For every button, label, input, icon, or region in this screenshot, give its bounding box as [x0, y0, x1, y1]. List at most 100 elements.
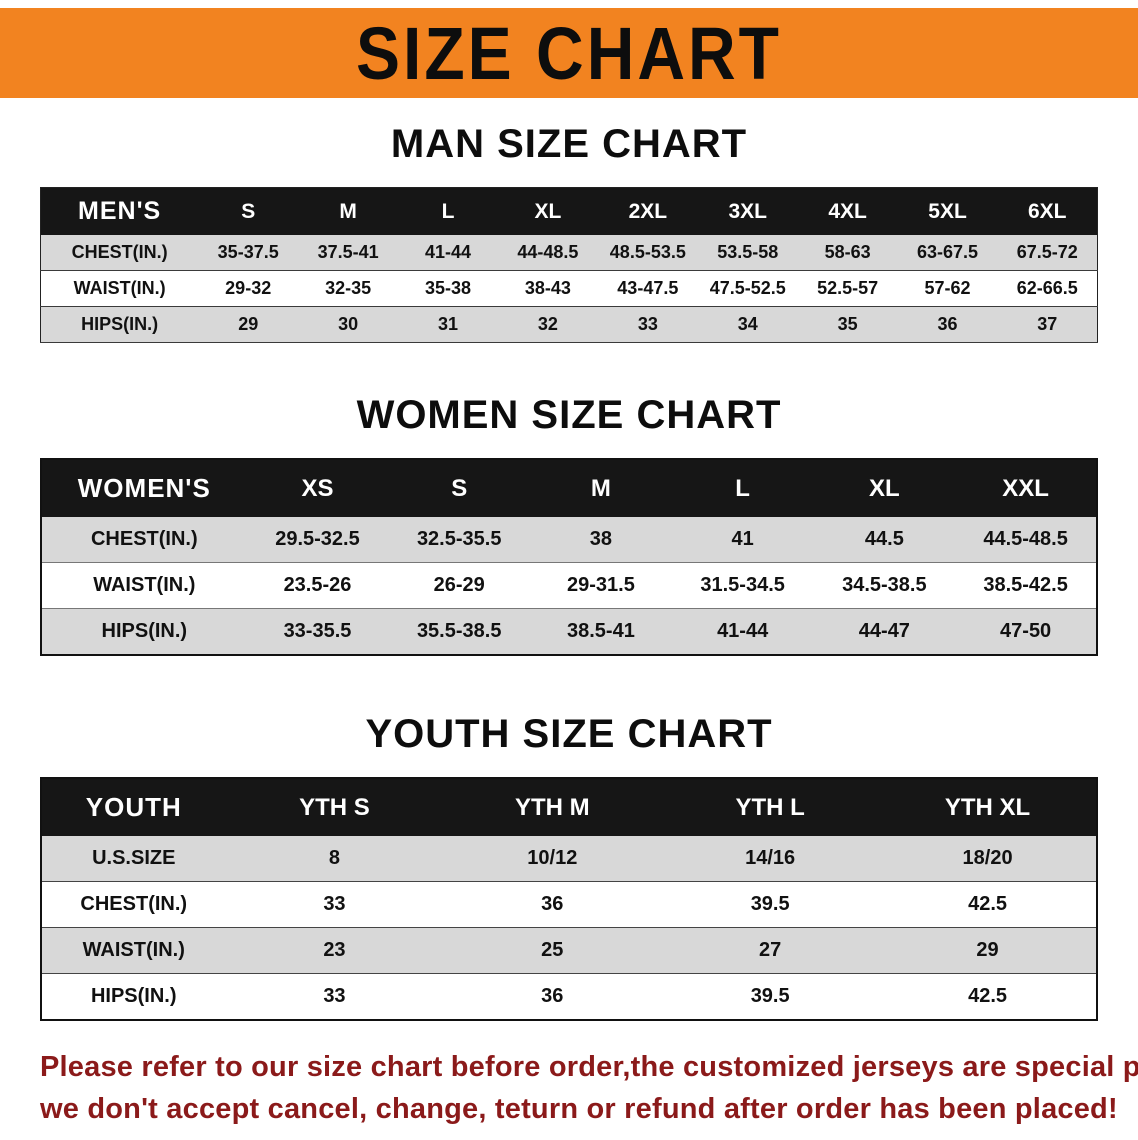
- size-value-cell: 37.5-41: [317, 242, 379, 262]
- table-category-header: WOMEN'S: [41, 459, 247, 517]
- size-value-cell: 47-50: [1000, 620, 1052, 642]
- table-row: HIPS(IN.) 33 36 39.5 42.5: [41, 973, 1097, 1020]
- size-value-cell: 32-35: [325, 278, 372, 298]
- banner: SIZE CHART: [0, 8, 1138, 98]
- table-header-row: MEN'S S M L XL 2XL 3XL 4XL 5XL 6XL: [40, 187, 1098, 235]
- size-value-cell: 62-66.5: [1016, 278, 1078, 298]
- size-value-cell: 43-47.5: [617, 278, 679, 298]
- size-column-header: 4XL: [797, 187, 898, 235]
- size-value-cell: 39.5: [750, 985, 790, 1007]
- size-column-header: YTH M: [443, 778, 662, 836]
- size-value-cell: 27: [759, 939, 782, 961]
- size-value-cell: 8: [328, 847, 340, 869]
- size-value-cell: 34.5-38.5: [842, 574, 927, 596]
- size-value-cell: 33: [323, 985, 346, 1007]
- size-value-cell: 38-43: [524, 278, 571, 298]
- size-value-cell: 38: [589, 528, 613, 550]
- size-value-cell: 29: [976, 939, 999, 961]
- table-header-row: WOMEN'S XS S M L XL XXL: [41, 459, 1097, 517]
- man-section-title: MAN SIZE CHART: [390, 122, 748, 166]
- size-column-header: 3XL: [697, 187, 798, 235]
- size-value-cell: 35.5-38.5: [416, 620, 502, 642]
- table-row: CHEST(IN.) 33 36 39.5 42.5: [41, 881, 1097, 928]
- size-value-cell: 38.5-41: [567, 620, 635, 642]
- size-chart-page: SIZE CHART MAN SIZE CHART MEN'S S M L XL 2XL 3…: [0, 8, 1138, 1126]
- size-value-cell: 36: [541, 985, 564, 1007]
- women-section-title: WOMEN SIZE CHART: [356, 393, 782, 437]
- row-label: WAIST(IN.): [82, 939, 185, 961]
- row-label: CHEST(IN.): [90, 528, 198, 550]
- size-value-cell: 52.5-57: [817, 278, 879, 298]
- size-value-cell: 33: [637, 314, 658, 334]
- row-label: U.S.SIZE: [92, 847, 176, 869]
- table-row: CHEST(IN.) 35-37.5 37.5-41 41-44 44-48.5 48.5…: [40, 235, 1098, 271]
- size-column-header: XL: [813, 459, 956, 517]
- women-size-chart-section: WOMEN SIZE CHART WOMEN'S XS S M L XL XXL CHEST(…: [0, 393, 1138, 656]
- size-value-cell: 39.5: [750, 893, 790, 915]
- size-value-cell: 47.5-52.5: [709, 278, 786, 298]
- size-value-cell: 33-35.5: [283, 620, 352, 642]
- row-label: CHEST(IN.): [71, 242, 168, 262]
- table-row: HIPS(IN.) 29 30 31 32 33 34 35 36 37: [40, 306, 1098, 343]
- size-value-cell: 29-31.5: [567, 574, 635, 596]
- size-value-cell: 41-44: [717, 620, 769, 642]
- size-value-cell: 29: [238, 314, 259, 334]
- size-value-cell: 31: [438, 314, 459, 334]
- policy-line-2: we don't accept cancel, change, teturn o…: [40, 1093, 1118, 1125]
- size-value-cell: 35-37.5: [217, 242, 279, 262]
- size-value-cell: 36: [541, 893, 564, 915]
- size-value-cell: 29-32: [225, 278, 272, 298]
- size-column-header: M: [530, 459, 672, 517]
- size-value-cell: 37: [1037, 314, 1058, 334]
- row-label: HIPS(IN.): [81, 314, 159, 334]
- size-value-cell: 58-63: [824, 242, 871, 262]
- size-value-cell: 41: [731, 528, 754, 550]
- size-value-cell: 36: [937, 314, 958, 334]
- size-value-cell: 35: [837, 314, 858, 334]
- size-value-cell: 41-44: [424, 242, 472, 262]
- row-label: HIPS(IN.): [101, 620, 188, 642]
- table-row: HIPS(IN.) 33-35.5 35.5-38.5 38.5-41 41-44 44-…: [41, 608, 1097, 655]
- size-value-cell: 29.5-32.5: [275, 528, 360, 550]
- size-column-header: L: [671, 459, 814, 517]
- size-value-cell: 67.5-72: [1016, 242, 1078, 262]
- size-column-header: XS: [246, 459, 389, 517]
- order-policy-note: Please refer to our size chart before or…: [40, 1051, 1138, 1126]
- size-value-cell: 44-48.5: [517, 242, 579, 262]
- size-value-cell: 23.5-26: [283, 574, 352, 596]
- policy-line-1: Please refer to our size chart before or…: [40, 1051, 1138, 1083]
- row-label: WAIST(IN.): [93, 574, 196, 596]
- size-value-cell: 30: [338, 314, 359, 334]
- size-value-cell: 53.5-58: [717, 242, 779, 262]
- table-row: WAIST(IN.) 29-32 32-35 35-38 38-43 43-47.5 47.…: [40, 270, 1098, 307]
- size-value-cell: 18/20: [962, 847, 1013, 869]
- size-value-cell: 42.5: [968, 893, 1008, 915]
- table-row: U.S.SIZE 8 10/12 14/16 18/20: [41, 836, 1097, 882]
- table-category-header: YOUTH: [41, 778, 226, 836]
- size-value-cell: 26-29: [433, 574, 485, 596]
- size-column-header: L: [398, 187, 498, 235]
- size-column-header: XL: [497, 187, 598, 235]
- size-column-header: 2XL: [597, 187, 698, 235]
- size-column-header: YTH XL: [879, 778, 1097, 836]
- size-value-cell: 32: [537, 314, 558, 334]
- table-category-header: MEN'S: [40, 187, 199, 235]
- size-column-header: YTH L: [661, 778, 880, 836]
- size-value-cell: 44.5: [864, 528, 904, 550]
- table-row: WAIST(IN.) 23 25 27 29: [41, 927, 1097, 974]
- size-value-cell: 44.5-48.5: [983, 528, 1068, 550]
- size-value-cell: 38.5-42.5: [983, 574, 1068, 596]
- row-label: HIPS(IN.): [90, 985, 177, 1007]
- size-column-header: S: [388, 459, 531, 517]
- size-value-cell: 23: [323, 939, 346, 961]
- youth-size-table: YOUTH YTH S YTH M YTH L YTH XL U.S.SIZE 8 10/12…: [40, 777, 1098, 1021]
- row-label: WAIST(IN.): [73, 278, 166, 298]
- man-size-chart-section: MAN SIZE CHART MEN'S S M L XL 2XL 3XL 4XL 5XL 6XL…: [0, 122, 1138, 343]
- table-row: WAIST(IN.) 23.5-26 26-29 29-31.5 31.5-34.5 34…: [41, 562, 1097, 609]
- size-value-cell: 63-67.5: [917, 242, 979, 262]
- size-value-cell: 42.5: [968, 985, 1008, 1007]
- men-size-table: MEN'S S M L XL 2XL 3XL 4XL 5XL 6XL CHEST(IN.) 35-37…: [40, 187, 1098, 343]
- size-value-cell: 25: [541, 939, 564, 961]
- page-title: SIZE CHART: [356, 11, 782, 95]
- row-label: CHEST(IN.): [80, 893, 188, 915]
